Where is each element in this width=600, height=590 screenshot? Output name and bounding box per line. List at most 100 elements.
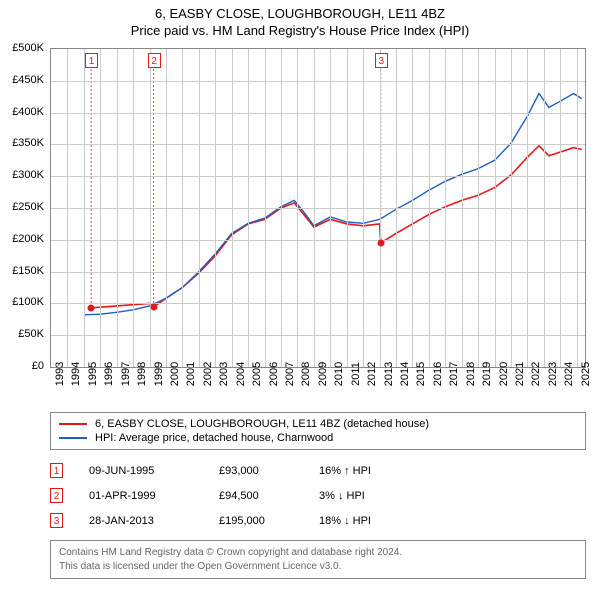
gridline-v: [281, 49, 282, 367]
x-tick-label: 2020: [498, 362, 510, 386]
gridline-v: [314, 49, 315, 367]
x-tick-label: 2010: [333, 362, 345, 386]
y-tick-label: £500K: [4, 42, 44, 54]
x-tick-label: 2023: [547, 362, 559, 386]
gridline-v: [363, 49, 364, 367]
gridline-v: [182, 49, 183, 367]
x-tick-label: 1998: [136, 362, 148, 386]
gridline-v: [232, 49, 233, 367]
sale-row: 109-JUN-1995£93,00016% ↑ HPI: [50, 458, 586, 483]
gridline-v: [265, 49, 266, 367]
sale-price: £195,000: [219, 515, 319, 527]
gridline-v: [215, 49, 216, 367]
legend-label: 6, EASBY CLOSE, LOUGHBOROUGH, LE11 4BZ (…: [95, 418, 429, 430]
x-tick-label: 2005: [251, 362, 263, 386]
arrow-icon: ↓: [344, 515, 350, 527]
sale-delta: 18% ↓ HPI: [319, 515, 371, 527]
gridline-v: [560, 49, 561, 367]
x-tick-label: 2021: [514, 362, 526, 386]
chart-container: 6, EASBY CLOSE, LOUGHBOROUGH, LE11 4BZ P…: [0, 0, 600, 590]
legend-label: HPI: Average price, detached house, Char…: [95, 432, 333, 444]
y-tick-label: £50K: [4, 328, 44, 340]
x-tick-label: 2015: [415, 362, 427, 386]
sale-row: 328-JAN-2013£195,00018% ↓ HPI: [50, 508, 586, 533]
series-line: [91, 146, 582, 308]
x-tick-label: 2008: [300, 362, 312, 386]
x-tick-label: 2024: [563, 362, 575, 386]
gridline-v: [462, 49, 463, 367]
attribution-footer: Contains HM Land Registry data © Crown c…: [50, 540, 586, 579]
sale-delta: 16% ↑ HPI: [319, 465, 371, 477]
gridline-v: [133, 49, 134, 367]
x-tick-label: 2007: [284, 362, 296, 386]
x-tick-label: 2002: [202, 362, 214, 386]
gridline-v: [445, 49, 446, 367]
gridline-v: [84, 49, 85, 367]
x-tick-label: 2013: [383, 362, 395, 386]
gridline-v: [527, 49, 528, 367]
x-tick-label: 2001: [185, 362, 197, 386]
gridline-v: [248, 49, 249, 367]
gridline-v: [150, 49, 151, 367]
sale-marker: 3: [50, 513, 63, 528]
x-tick-label: 1996: [103, 362, 115, 386]
x-tick-label: 1994: [70, 362, 82, 386]
sale-price: £93,000: [219, 465, 319, 477]
gridline-v: [478, 49, 479, 367]
y-tick-label: £300K: [4, 169, 44, 181]
event-marker-box: 3: [375, 53, 388, 68]
gridline-h: [51, 272, 585, 273]
legend: 6, EASBY CLOSE, LOUGHBOROUGH, LE11 4BZ (…: [50, 412, 586, 450]
gridline-h: [51, 240, 585, 241]
legend-item: 6, EASBY CLOSE, LOUGHBOROUGH, LE11 4BZ (…: [59, 417, 577, 431]
y-tick-label: £200K: [4, 233, 44, 245]
footer-line: This data is licensed under the Open Gov…: [59, 560, 577, 574]
gridline-v: [380, 49, 381, 367]
gridline-v: [67, 49, 68, 367]
gridline-v: [396, 49, 397, 367]
event-marker-box: 1: [85, 53, 98, 68]
gridline-v: [100, 49, 101, 367]
gridline-h: [51, 144, 585, 145]
x-tick-label: 2016: [432, 362, 444, 386]
y-tick-label: £250K: [4, 201, 44, 213]
series-line: [84, 94, 582, 315]
gridline-v: [199, 49, 200, 367]
y-tick-label: £0: [4, 360, 44, 372]
sale-price: £94,500: [219, 490, 319, 502]
x-tick-label: 2022: [530, 362, 542, 386]
gridline-h: [51, 113, 585, 114]
gridline-v: [117, 49, 118, 367]
x-tick-label: 2006: [268, 362, 280, 386]
gridline-h: [51, 208, 585, 209]
sale-date: 01-APR-1999: [89, 490, 219, 502]
y-tick-label: £450K: [4, 74, 44, 86]
gridline-v: [347, 49, 348, 367]
x-tick-label: 2000: [169, 362, 181, 386]
gridline-h: [51, 335, 585, 336]
gridline-v: [330, 49, 331, 367]
sales-table: 109-JUN-1995£93,00016% ↑ HPI201-APR-1999…: [50, 458, 586, 533]
gridline-h: [51, 303, 585, 304]
gridline-v: [577, 49, 578, 367]
titles: 6, EASBY CLOSE, LOUGHBOROUGH, LE11 4BZ P…: [0, 0, 600, 38]
title-main: 6, EASBY CLOSE, LOUGHBOROUGH, LE11 4BZ: [0, 6, 600, 21]
legend-swatch: [59, 437, 87, 439]
gridline-v: [429, 49, 430, 367]
x-tick-label: 2012: [366, 362, 378, 386]
gridline-v: [412, 49, 413, 367]
arrow-icon: ↓: [338, 490, 344, 502]
gridline-v: [544, 49, 545, 367]
arrow-icon: ↑: [344, 465, 350, 477]
x-tick-label: 2004: [235, 362, 247, 386]
x-tick-label: 2018: [465, 362, 477, 386]
gridline-h: [51, 81, 585, 82]
x-tick-label: 2011: [350, 362, 362, 386]
gridline-h: [51, 176, 585, 177]
x-tick-label: 1999: [153, 362, 165, 386]
y-tick-label: £150K: [4, 265, 44, 277]
legend-item: HPI: Average price, detached house, Char…: [59, 431, 577, 445]
gridline-v: [511, 49, 512, 367]
title-sub: Price paid vs. HM Land Registry's House …: [0, 23, 600, 38]
gridline-v: [166, 49, 167, 367]
